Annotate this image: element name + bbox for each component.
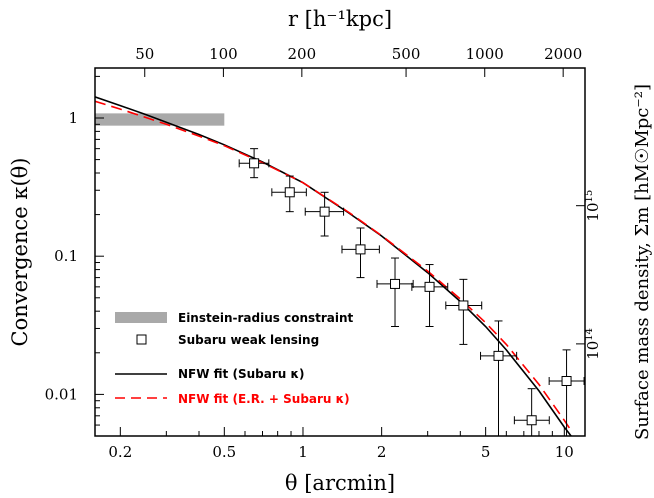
x-tick-label: 0.5 (212, 443, 236, 461)
legend-label-nfw-er-subaru: NFW fit (E.R. + Subaru κ) (178, 392, 350, 406)
data-point (341, 227, 380, 279)
right-tick-text: 1014 (584, 328, 602, 360)
x-tick-label: 5 (481, 443, 491, 461)
top-axis-title: r [h⁻¹kpc] (288, 7, 392, 31)
nfw-fit-er-subaru-line (95, 100, 572, 431)
top-tick-label: 1000 (466, 45, 504, 63)
data-point (376, 257, 414, 327)
top-tick-label: 100 (209, 45, 238, 63)
y-axis-title: Convergence κ(θ) (8, 158, 32, 347)
legend-label-nfw-subaru: NFW fit (Subaru κ) (178, 367, 304, 381)
square-marker (424, 281, 435, 292)
weak-lensing-points-layer (238, 148, 585, 436)
square-marker (458, 300, 469, 311)
right-tick-base: 10 (584, 203, 602, 222)
tick-layer: 0.2 0.5 1 2 5 10 1 0.1 0.01 50 100 200 500 1000 2000 10… (45, 45, 602, 461)
square-marker (526, 415, 537, 426)
right-tick-base: 10 (584, 341, 602, 360)
top-tick-label: 500 (392, 45, 421, 63)
legend-label-weak-lensing: Subaru weak lensing (178, 333, 319, 347)
data-point (271, 175, 307, 213)
top-tick-label: 50 (135, 45, 154, 63)
plot-frame (94, 67, 586, 437)
nfw-fit-subaru-line (95, 96, 573, 436)
legend: Einstein-radius constraint Subaru weak l… (115, 311, 354, 406)
y-tick-label: 0.1 (54, 247, 78, 265)
legend-square-marker (136, 334, 147, 345)
top-tick-label: 200 (288, 45, 317, 63)
fit-curves-layer (95, 96, 573, 436)
data-point (480, 320, 518, 436)
x-axis-title: θ [arcmin] (285, 471, 395, 495)
right-tick-exponent: 14 (584, 328, 595, 341)
x-tick-label: 10 (555, 443, 574, 461)
square-marker (561, 376, 572, 387)
data-point (548, 349, 585, 436)
square-marker (249, 158, 260, 169)
x-tick-label: 2 (377, 443, 387, 461)
data-point (238, 148, 270, 179)
right-tick-label: 1015 (584, 190, 602, 222)
square-marker (493, 350, 504, 361)
top-tick-label: 2000 (544, 45, 582, 63)
square-marker (319, 206, 330, 217)
y-tick-label: 1 (68, 109, 78, 127)
right-axis-title: Surface mass density, Σm [hM☉Mpc⁻²] (632, 84, 653, 440)
right-tick-label: 1014 (584, 328, 602, 360)
data-point (513, 388, 550, 436)
square-marker (284, 187, 295, 198)
right-tick-exponent: 15 (584, 190, 595, 203)
data-point (304, 191, 345, 237)
legend-band-swatch (115, 312, 167, 323)
data-point (445, 278, 483, 345)
x-tick-label: 1 (298, 443, 308, 461)
square-marker (355, 244, 366, 255)
x-tick-label: 0.2 (108, 443, 132, 461)
data-point (411, 264, 449, 327)
plot-area: 0.2 0.5 1 2 5 10 1 0.1 0.01 50 100 200 500 1000 2000 10… (45, 45, 602, 461)
y-tick-label: 0.01 (45, 385, 78, 403)
right-tick-text: 1015 (584, 190, 602, 222)
legend-label-einstein: Einstein-radius constraint (178, 311, 354, 325)
square-marker (390, 278, 401, 289)
